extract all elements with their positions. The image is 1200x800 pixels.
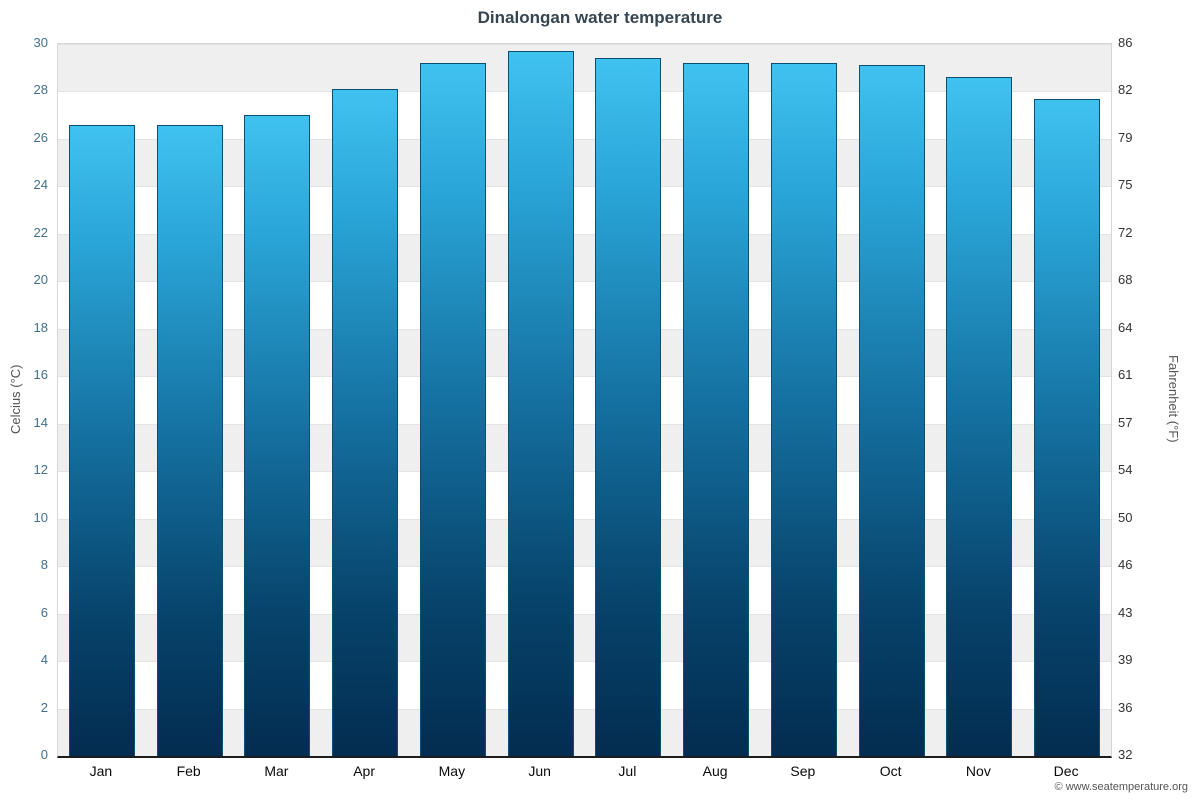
plot-band: [58, 661, 1111, 709]
plot-band: [58, 138, 1111, 187]
celsius-tick-label: 10: [33, 509, 48, 525]
gridline: [58, 138, 1111, 140]
x-tick-label: Mar: [264, 763, 289, 779]
gridline: [58, 44, 1111, 45]
gridline: [58, 566, 1111, 568]
gridline: [58, 613, 1111, 615]
x-tick-label: Jun: [528, 763, 551, 779]
celsius-tick-label: 22: [33, 224, 48, 240]
plot-band: [58, 328, 1111, 377]
celsius-tick-label: 2: [40, 699, 48, 715]
gridline: [58, 233, 1111, 235]
fahrenheit-tick-label: 46: [1118, 557, 1133, 573]
y-axis-label-fahrenheit: Fahrenheit (°F): [1166, 355, 1181, 443]
x-tick-label: Oct: [879, 763, 902, 779]
x-tick-label: Feb: [176, 763, 201, 779]
bar-jul: [595, 58, 662, 756]
x-tick-label: Jan: [89, 763, 113, 779]
fahrenheit-tick-label: 64: [1118, 319, 1133, 335]
celsius-tick-label: 12: [33, 462, 48, 478]
chart-title: Dinalongan water temperature: [477, 8, 723, 27]
bar-jun: [507, 51, 574, 756]
celsius-tick-label: 24: [33, 177, 48, 193]
x-tick-label: Nov: [965, 763, 991, 779]
plot-band: [58, 233, 1111, 282]
fahrenheit-tick-label: 54: [1118, 462, 1133, 478]
plot-band: [58, 566, 1111, 614]
celsius-tick-label: 18: [33, 319, 48, 335]
celsius-tick-label: 30: [33, 35, 48, 50]
celsius-tick-label: 26: [33, 129, 48, 145]
bar-oct: [858, 65, 925, 756]
bar-dec: [1034, 98, 1101, 756]
x-tick-label: Apr: [353, 763, 376, 779]
celsius-tick-label: 14: [33, 414, 48, 430]
celsius-tick-label: 0: [40, 747, 48, 762]
celsius-tick-label: 8: [40, 557, 48, 573]
fahrenheit-tick-label: 57: [1118, 414, 1133, 430]
bar-nov: [946, 77, 1013, 756]
celsius-tick-label: 6: [40, 604, 48, 620]
bar-apr: [332, 89, 399, 756]
bar-jan: [68, 124, 135, 756]
plot-band: [58, 281, 1111, 329]
celsius-tick-label: 28: [33, 82, 48, 98]
bar-sep: [770, 63, 837, 756]
gridline: [58, 661, 1111, 663]
gridline: [58, 708, 1111, 710]
gridline: [58, 471, 1111, 473]
fahrenheit-tick-label: 86: [1118, 35, 1133, 50]
x-tick-label: Sep: [790, 763, 816, 779]
plot-band: [58, 518, 1111, 567]
bar-aug: [683, 63, 750, 756]
gridline: [58, 91, 1111, 93]
fahrenheit-tick-label: 39: [1118, 652, 1133, 668]
plot-band: [58, 613, 1111, 662]
fahrenheit-tick-label: 50: [1118, 509, 1133, 525]
fahrenheit-tick-label: 75: [1118, 177, 1133, 193]
gridline: [58, 328, 1111, 330]
gridline: [58, 423, 1111, 425]
fahrenheit-tick-label: 61: [1118, 367, 1133, 383]
x-tick-label: Jul: [618, 763, 637, 779]
fahrenheit-tick-label: 32: [1118, 747, 1133, 762]
gridline: [58, 518, 1111, 520]
x-tick-label: May: [438, 763, 466, 779]
bar-feb: [156, 124, 223, 756]
fahrenheit-tick-label: 72: [1118, 224, 1133, 240]
fahrenheit-tick-label: 79: [1118, 129, 1133, 145]
fahrenheit-tick-label: 68: [1118, 272, 1133, 288]
x-tick-label: Aug: [702, 763, 728, 779]
fahrenheit-tick-label: 43: [1118, 604, 1133, 620]
plot-band: [58, 376, 1111, 424]
fahrenheit-tick-label: 36: [1118, 699, 1133, 715]
celsius-tick-label: 20: [33, 272, 48, 288]
gridline: [58, 186, 1111, 188]
plot-band: [58, 708, 1111, 756]
celsius-tick-label: 16: [33, 367, 48, 383]
celsius-tick-label: 4: [40, 652, 48, 668]
plot-band: [58, 471, 1111, 519]
bar-may: [419, 63, 486, 756]
plot-band: [58, 423, 1111, 472]
y-axis-label-celsius: Celcius (°C): [8, 364, 23, 434]
gridline: [58, 376, 1111, 378]
x-tick-label: Dec: [1053, 763, 1079, 779]
footer-credit-link[interactable]: © www.seatemperature.org: [1054, 781, 1188, 793]
plot-band: [58, 186, 1111, 234]
gridline: [58, 281, 1111, 283]
bar-mar: [244, 115, 311, 756]
fahrenheit-tick-label: 82: [1118, 82, 1133, 98]
plot-band: [58, 44, 1111, 92]
plot-band: [58, 91, 1111, 139]
plot-area: [57, 43, 1112, 758]
